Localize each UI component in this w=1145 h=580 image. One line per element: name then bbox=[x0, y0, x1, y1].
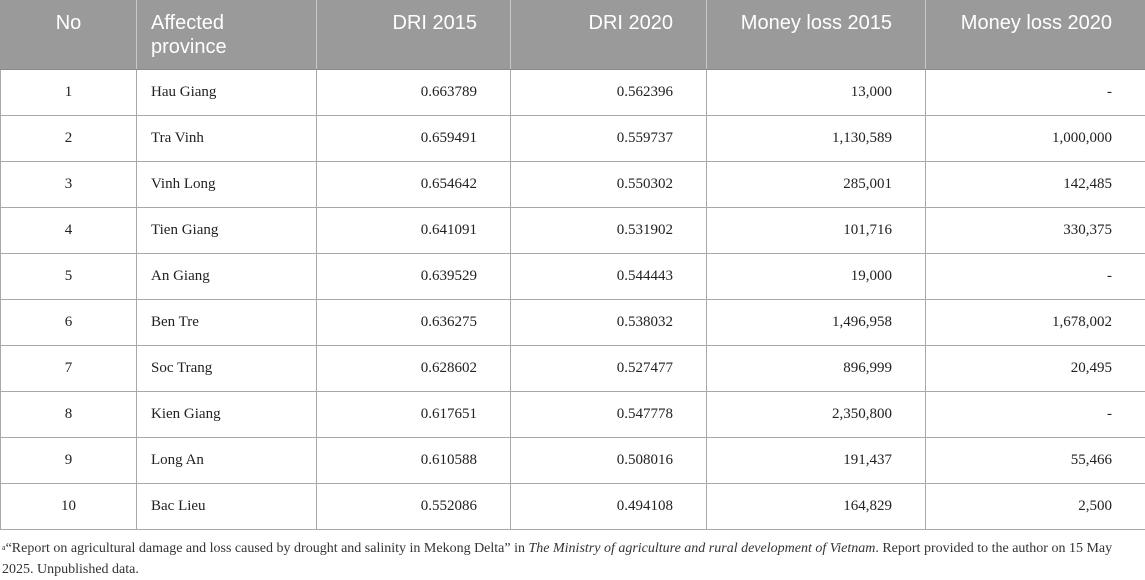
cell-money-loss-2015: 896,999 bbox=[707, 345, 926, 391]
table-row: 6 Ben Tre 0.636275 0.538032 1,496,958 1,… bbox=[1, 299, 1145, 345]
table-row: 2 Tra Vinh 0.659491 0.559737 1,130,589 1… bbox=[1, 115, 1145, 161]
cell-money-loss-2015: 13,000 bbox=[707, 69, 926, 115]
table-row: 3 Vinh Long 0.654642 0.550302 285,001 14… bbox=[1, 161, 1145, 207]
cell-dri-2015: 0.610588 bbox=[317, 437, 511, 483]
footnote-source: The Ministry of agriculture and rural de… bbox=[529, 541, 876, 556]
footnote-marker: a bbox=[2, 543, 6, 552]
cell-no: 9 bbox=[1, 437, 137, 483]
cell-dri-2020: 0.559737 bbox=[511, 115, 707, 161]
cell-province: Long An bbox=[137, 437, 317, 483]
table-row: 8 Kien Giang 0.617651 0.547778 2,350,800… bbox=[1, 391, 1145, 437]
cell-province: An Giang bbox=[137, 253, 317, 299]
cell-dri-2020: 0.527477 bbox=[511, 345, 707, 391]
cell-dri-2020: 0.531902 bbox=[511, 207, 707, 253]
cell-dri-2015: 0.617651 bbox=[317, 391, 511, 437]
cell-money-loss-2020: - bbox=[926, 253, 1145, 299]
cell-money-loss-2015: 285,001 bbox=[707, 161, 926, 207]
table-row: 7 Soc Trang 0.628602 0.527477 896,999 20… bbox=[1, 345, 1145, 391]
cell-money-loss-2020: 330,375 bbox=[926, 207, 1145, 253]
table-row: 10 Bac Lieu 0.552086 0.494108 164,829 2,… bbox=[1, 483, 1145, 529]
cell-money-loss-2015: 101,716 bbox=[707, 207, 926, 253]
cell-province: Soc Trang bbox=[137, 345, 317, 391]
cell-money-loss-2020: 1,678,002 bbox=[926, 299, 1145, 345]
table-footnote: a“Report on agricultural damage and loss… bbox=[0, 530, 1145, 580]
cell-money-loss-2015: 164,829 bbox=[707, 483, 926, 529]
footnote-in-text: in bbox=[511, 541, 529, 556]
header-dri-2020: DRI 2020 bbox=[511, 0, 707, 69]
cell-no: 3 bbox=[1, 161, 137, 207]
cell-dri-2015: 0.654642 bbox=[317, 161, 511, 207]
cell-dri-2020: 0.544443 bbox=[511, 253, 707, 299]
drought-loss-table: No Affected province DRI 2015 DRI 2020 M… bbox=[0, 0, 1145, 530]
cell-no: 6 bbox=[1, 299, 137, 345]
table-header-row: No Affected province DRI 2015 DRI 2020 M… bbox=[1, 0, 1145, 69]
cell-dri-2015: 0.636275 bbox=[317, 299, 511, 345]
cell-dri-2020: 0.538032 bbox=[511, 299, 707, 345]
cell-dri-2015: 0.641091 bbox=[317, 207, 511, 253]
cell-dri-2015: 0.552086 bbox=[317, 483, 511, 529]
cell-province: Ben Tre bbox=[137, 299, 317, 345]
cell-dri-2015: 0.663789 bbox=[317, 69, 511, 115]
cell-dri-2020: 0.508016 bbox=[511, 437, 707, 483]
cell-dri-2020: 0.550302 bbox=[511, 161, 707, 207]
cell-dri-2015: 0.659491 bbox=[317, 115, 511, 161]
cell-money-loss-2015: 191,437 bbox=[707, 437, 926, 483]
cell-no: 1 bbox=[1, 69, 137, 115]
cell-province: Vinh Long bbox=[137, 161, 317, 207]
header-money-loss-2020: Money loss 2020 bbox=[926, 0, 1145, 69]
cell-money-loss-2020: - bbox=[926, 391, 1145, 437]
cell-no: 7 bbox=[1, 345, 137, 391]
cell-money-loss-2015: 2,350,800 bbox=[707, 391, 926, 437]
cell-money-loss-2020: 20,495 bbox=[926, 345, 1145, 391]
cell-province: Kien Giang bbox=[137, 391, 317, 437]
header-no: No bbox=[1, 0, 137, 69]
cell-province: Bac Lieu bbox=[137, 483, 317, 529]
cell-no: 4 bbox=[1, 207, 137, 253]
cell-dri-2020: 0.547778 bbox=[511, 391, 707, 437]
cell-money-loss-2020: 142,485 bbox=[926, 161, 1145, 207]
cell-money-loss-2015: 19,000 bbox=[707, 253, 926, 299]
table-row: 9 Long An 0.610588 0.508016 191,437 55,4… bbox=[1, 437, 1145, 483]
cell-money-loss-2015: 1,130,589 bbox=[707, 115, 926, 161]
header-affected-province: Affected province bbox=[137, 0, 317, 69]
footnote-report-title: “Report on agricultural damage and loss … bbox=[6, 541, 511, 556]
table-row: 4 Tien Giang 0.641091 0.531902 101,716 3… bbox=[1, 207, 1145, 253]
header-dri-2015: DRI 2015 bbox=[317, 0, 511, 69]
cell-province: Tra Vinh bbox=[137, 115, 317, 161]
cell-no: 8 bbox=[1, 391, 137, 437]
cell-province: Tien Giang bbox=[137, 207, 317, 253]
header-money-loss-2015: Money loss 2015 bbox=[707, 0, 926, 69]
cell-dri-2015: 0.639529 bbox=[317, 253, 511, 299]
cell-money-loss-2020: - bbox=[926, 69, 1145, 115]
cell-money-loss-2015: 1,496,958 bbox=[707, 299, 926, 345]
cell-money-loss-2020: 55,466 bbox=[926, 437, 1145, 483]
cell-money-loss-2020: 1,000,000 bbox=[926, 115, 1145, 161]
table-row: 5 An Giang 0.639529 0.544443 19,000 - bbox=[1, 253, 1145, 299]
cell-no: 5 bbox=[1, 253, 137, 299]
cell-dri-2020: 0.494108 bbox=[511, 483, 707, 529]
cell-no: 10 bbox=[1, 483, 137, 529]
cell-dri-2015: 0.628602 bbox=[317, 345, 511, 391]
cell-no: 2 bbox=[1, 115, 137, 161]
table-row: 1 Hau Giang 0.663789 0.562396 13,000 - bbox=[1, 69, 1145, 115]
cell-dri-2020: 0.562396 bbox=[511, 69, 707, 115]
cell-money-loss-2020: 2,500 bbox=[926, 483, 1145, 529]
cell-province: Hau Giang bbox=[137, 69, 317, 115]
